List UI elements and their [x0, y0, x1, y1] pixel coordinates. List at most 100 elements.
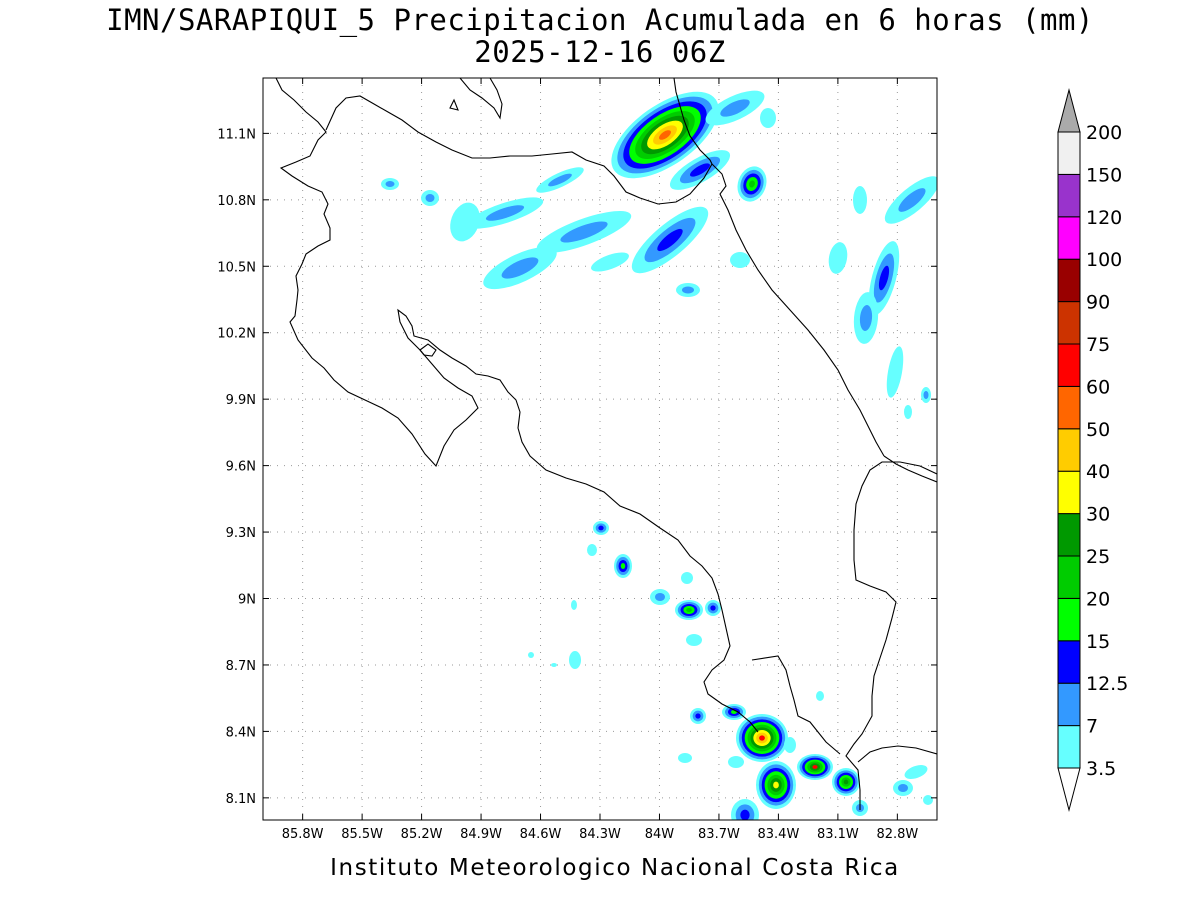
precip-contour	[773, 781, 779, 789]
colorbar-label: 15	[1086, 631, 1110, 653]
lon-tick-label: 83.4W	[758, 827, 800, 842]
axis-ticks: 85.8W 85.5W 85.2W 84.9W 84.6W 84.3W 84W 83.7W 83…	[217, 78, 937, 842]
precip-contour	[485, 205, 525, 221]
precip-contour	[659, 130, 671, 140]
precip-contour	[655, 593, 665, 601]
precip-contour	[853, 186, 867, 214]
panama-border-north	[883, 455, 937, 483]
colorbar-swatch	[1057, 258, 1081, 303]
precip-contour	[678, 753, 692, 763]
precip-contour	[571, 600, 577, 610]
precip-contour	[904, 765, 928, 779]
lat-tick-label: 8.1N	[226, 792, 256, 807]
lat-tick-label: 9N	[238, 593, 256, 608]
chira-island	[419, 343, 437, 357]
precip-contour	[898, 188, 926, 212]
colorbar-label: 20	[1086, 588, 1110, 610]
lon-tick-label: 84.9W	[460, 827, 502, 842]
colorbar-swatch	[1057, 428, 1081, 472]
footer-credit: Instituto Meteorologico Nacional Costa R…	[330, 855, 900, 881]
colorbar-label: 75	[1086, 334, 1110, 356]
precip-contour	[760, 108, 776, 128]
precip-contour	[560, 221, 608, 243]
precip-contour	[620, 563, 626, 569]
colorbar-label: 120	[1086, 207, 1122, 229]
precip-contour	[695, 713, 701, 719]
san-juan-river	[673, 78, 713, 165]
lon-tick-label: 83.7W	[698, 827, 740, 842]
nicaragua-border	[325, 95, 713, 205]
colorbar-label: 50	[1086, 419, 1110, 441]
caribbean-coast	[711, 163, 885, 457]
precip-contour	[812, 765, 818, 769]
lat-tick-label: 9.6N	[226, 460, 256, 475]
lat-tick-label: 9.3N	[226, 526, 256, 541]
colorbar-over-arrow	[1057, 88, 1081, 133]
lon-tick-label: 85.8W	[282, 827, 324, 842]
coastlines-borders	[275, 78, 937, 810]
small-island	[449, 98, 459, 111]
lat-tick-label: 10.2N	[217, 327, 256, 342]
precip-contour	[450, 202, 480, 242]
precip-contour	[682, 286, 694, 294]
colorbar-under-arrow	[1057, 767, 1081, 812]
precip-contour	[501, 257, 539, 279]
precip-contour	[681, 572, 693, 584]
precip-contour	[598, 525, 604, 531]
colorbar-label: 100	[1086, 249, 1122, 271]
lon-tick-label: 84.3W	[579, 827, 621, 842]
colorbar-swatch	[1057, 173, 1081, 218]
lon-tick-label: 84W	[645, 827, 675, 842]
lon-tick-label: 82.8W	[876, 827, 918, 842]
colorbar-label: 30	[1086, 504, 1110, 526]
colorbar-swatch	[1057, 131, 1081, 175]
lon-tick-label: 83.1W	[817, 827, 859, 842]
lon-tick-label: 85.2W	[401, 827, 443, 842]
map-title: IMN/SARAPIQUI_5 Precipitacion Acumulada …	[106, 3, 1094, 37]
colorbar-label: 200	[1086, 122, 1122, 144]
precip-contour	[730, 252, 750, 268]
colorbar: 3.5 7 12.5 15 20 25 30 40 50 60 75 90 100 120 150 200	[1057, 88, 1128, 812]
colorbar-swatch	[1057, 513, 1081, 557]
precip-contour	[686, 634, 702, 646]
colorbar-swatch	[1057, 216, 1081, 260]
colorbar-label: 90	[1086, 292, 1110, 314]
colorbar-swatch	[1057, 470, 1081, 515]
lon-tick-label: 84.6W	[520, 827, 562, 842]
precip-contour	[749, 180, 755, 188]
colorbar-swatch	[1057, 640, 1081, 684]
precip-contour	[385, 181, 395, 187]
precip-contour	[740, 809, 750, 820]
precip-contour	[425, 194, 435, 202]
lat-tick-label: 10.5N	[217, 260, 256, 275]
precip-contour	[878, 265, 890, 291]
colorbar-swatch	[1057, 725, 1081, 769]
lat-tick-label: 8.7N	[226, 659, 256, 674]
map-date: 2025-12-16 06Z	[474, 35, 726, 69]
precip-contour	[686, 608, 692, 612]
precip-contour	[784, 737, 796, 753]
precip-contour	[591, 252, 629, 272]
precip-contour	[843, 779, 849, 785]
colorbar-swatch	[1057, 301, 1081, 345]
precip-contour	[898, 784, 908, 792]
precip-contour	[828, 242, 848, 274]
colorbar-label: 150	[1086, 164, 1122, 186]
lon-tick-label: 85.5W	[341, 827, 383, 842]
osa-peninsula	[751, 655, 841, 755]
lat-tick-label: 8.4N	[226, 725, 256, 740]
precip-contour	[551, 663, 557, 667]
bocas-coast	[845, 461, 937, 810]
colorbar-label: 3.5	[1086, 758, 1116, 780]
precip-contour	[759, 735, 765, 741]
colorbar-swatch	[1057, 385, 1081, 430]
precip-contour	[816, 691, 824, 701]
precip-contour	[587, 544, 597, 556]
precip-contour	[657, 228, 683, 252]
lat-tick-label: 11.1N	[217, 127, 256, 142]
precip-contour	[569, 651, 581, 669]
precipitation-fields	[381, 90, 937, 820]
precip-contour	[923, 795, 933, 805]
lake-nicaragua-shore	[459, 78, 503, 120]
